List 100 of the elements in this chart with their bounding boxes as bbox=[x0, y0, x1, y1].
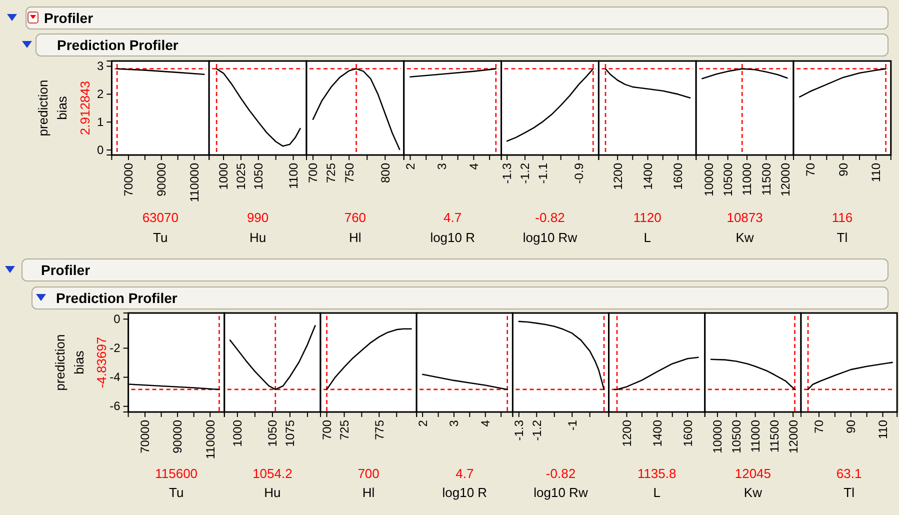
x-tick-label: -1.1 bbox=[536, 162, 550, 184]
x-axis-title: Kw bbox=[736, 230, 754, 245]
x-tick-label: 11500 bbox=[767, 420, 782, 452]
text: Prediction Profiler bbox=[56, 290, 178, 306]
x-axis-title: Hl bbox=[362, 485, 375, 500]
y-tick-label: -2 bbox=[110, 341, 121, 356]
x-tick-label: 70000 bbox=[122, 162, 136, 196]
x-axis-title: Hl bbox=[349, 230, 362, 245]
x-tick-label: -1 bbox=[565, 420, 580, 431]
x-axis-title: L bbox=[644, 230, 652, 245]
x-tick-label: -1.3 bbox=[500, 162, 514, 184]
ref-line-label: 10873 bbox=[726, 210, 763, 225]
y-tick-label: 0 bbox=[97, 142, 104, 157]
x-tick-label: 1400 bbox=[650, 420, 664, 447]
ref-line-label: 116 bbox=[832, 210, 853, 225]
y-tick-label: 0 bbox=[114, 312, 121, 326]
x-tick-label: 775 bbox=[372, 420, 386, 440]
x-axis-title: Tu bbox=[153, 230, 168, 245]
x-tick-label: 11500 bbox=[759, 162, 774, 196]
x-tick-label: 70 bbox=[803, 162, 818, 176]
x-axis-title: L bbox=[653, 485, 660, 500]
x-tick-label: 1050 bbox=[252, 162, 266, 190]
x-axis-title: Hu bbox=[264, 485, 281, 500]
x-tick-label: -1.2 bbox=[518, 162, 532, 184]
ref-line-label: 63.1 bbox=[836, 466, 862, 481]
x-tick-label: 1600 bbox=[680, 420, 695, 447]
x-tick-label: 1600 bbox=[671, 162, 686, 190]
x-tick-label: 90 bbox=[844, 420, 858, 434]
x-tick-label: 10000 bbox=[702, 162, 716, 196]
y-tick-label: -6 bbox=[110, 399, 121, 414]
x-tick-label: 1200 bbox=[610, 162, 625, 190]
text: Profiler bbox=[44, 10, 94, 26]
x-tick-label: 12000 bbox=[786, 420, 800, 454]
ref-line-label: 1120 bbox=[633, 210, 662, 225]
x-tick-label: 110000 bbox=[203, 420, 218, 460]
ref-line-label: 115600 bbox=[155, 466, 198, 481]
x-tick-label: -1.3 bbox=[512, 420, 526, 441]
x-tick-label: 1025 bbox=[234, 162, 248, 190]
x-tick-label: 1050 bbox=[266, 420, 280, 447]
x-tick-label: 3 bbox=[447, 420, 462, 427]
y-tick-label: 1 bbox=[97, 114, 104, 129]
x-tick-label: 700 bbox=[306, 162, 320, 184]
x-tick-label: 1100 bbox=[286, 162, 300, 189]
x-tick-label: 1075 bbox=[283, 420, 298, 447]
x-tick-label: 2 bbox=[416, 420, 430, 427]
x-tick-label: 110000 bbox=[187, 162, 202, 202]
x-tick-label: 3 bbox=[435, 162, 450, 170]
x-tick-label: 70 bbox=[812, 420, 826, 434]
x-tick-label: 90 bbox=[836, 162, 850, 176]
x-tick-label: 4 bbox=[478, 420, 493, 427]
ref-line-label: 1054.2 bbox=[252, 466, 292, 481]
x-tick-label: 725 bbox=[337, 420, 352, 440]
x-tick-label: 4 bbox=[466, 162, 481, 170]
x-tick-label: 11000 bbox=[740, 162, 754, 196]
ref-line-label: 990 bbox=[246, 210, 269, 225]
x-axis-title: Tl bbox=[844, 485, 855, 500]
x-tick-label: 1000 bbox=[230, 420, 245, 447]
x-tick-label: 800 bbox=[378, 162, 392, 184]
ref-line-label: 4.7 bbox=[456, 466, 474, 481]
ref-line-label: -4.83697 bbox=[94, 336, 109, 388]
text: Profiler bbox=[41, 262, 91, 278]
x-tick-label: 110 bbox=[869, 162, 884, 182]
y-tick-label: 2 bbox=[97, 87, 104, 102]
x-tick-label: 10500 bbox=[721, 162, 736, 196]
x-tick-label: 1200 bbox=[620, 420, 634, 447]
x-tick-label: 725 bbox=[324, 162, 338, 184]
x-tick-label: 90000 bbox=[170, 420, 185, 454]
ref-line-label: 760 bbox=[344, 210, 366, 225]
x-tick-label: 1000 bbox=[216, 162, 231, 190]
ref-line-label: 4.7 bbox=[444, 210, 462, 225]
ref-line-label: 12045 bbox=[734, 466, 772, 481]
x-tick-label: 10500 bbox=[730, 420, 744, 454]
text: Prediction Profiler bbox=[57, 37, 179, 53]
x-axis-title: Tl bbox=[836, 230, 848, 245]
x-axis-title: log10 R bbox=[442, 485, 488, 500]
x-tick-label: 10000 bbox=[710, 420, 725, 454]
x-axis-title: Hu bbox=[249, 230, 266, 245]
x-tick-label: -0.9 bbox=[572, 162, 586, 184]
x-axis-title: Tu bbox=[169, 485, 184, 500]
x-tick-label: 11000 bbox=[748, 420, 762, 452]
y-axis-title: prediction bias bbox=[36, 80, 70, 136]
ref-line-label: 700 bbox=[358, 466, 380, 481]
x-tick-label: 2 bbox=[403, 162, 418, 170]
x-axis-title: Kw bbox=[744, 485, 763, 500]
y-tick-label: 3 bbox=[97, 59, 104, 74]
ref-line-label: 1135.8 bbox=[637, 466, 676, 481]
x-axis-title: log10 Rw bbox=[522, 230, 578, 245]
x-axis-title: log10 Rw bbox=[534, 485, 588, 500]
x-tick-label: 750 bbox=[342, 162, 356, 184]
x-tick-label: 12000 bbox=[778, 162, 792, 196]
x-tick-label: 70000 bbox=[138, 420, 152, 454]
x-tick-label: 90000 bbox=[154, 162, 169, 196]
ref-line-label: -0.82 bbox=[546, 466, 576, 481]
y-axis-title: prediction bias bbox=[52, 334, 86, 391]
y-tick-label: -4 bbox=[110, 370, 121, 384]
x-tick-label: 1400 bbox=[640, 162, 655, 190]
ref-line-label: 2.912843 bbox=[77, 80, 92, 136]
x-tick-label: 700 bbox=[320, 420, 334, 440]
ref-line-label: -0.82 bbox=[535, 210, 565, 225]
ref-line-label: 63070 bbox=[142, 210, 178, 225]
